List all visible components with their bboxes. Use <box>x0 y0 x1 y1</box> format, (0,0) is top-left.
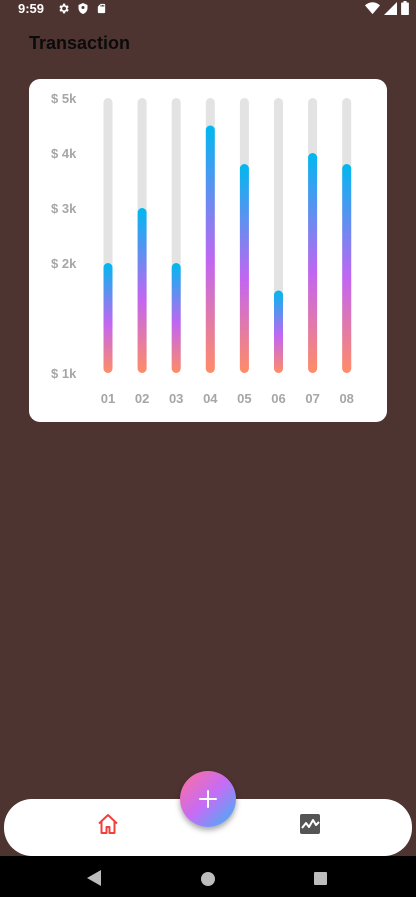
bar-02[interactable] <box>137 208 147 373</box>
chart-card: $ 1k $ 2k $ 3k $ 4k $ 5k 01 02 03 04 05 06 07 08 <box>29 79 387 422</box>
gear-icon <box>59 3 69 14</box>
bar-05[interactable] <box>239 164 249 373</box>
x-tick-label: 08 <box>339 391 353 406</box>
recents-icon[interactable] <box>314 872 327 885</box>
bar-08[interactable] <box>342 164 352 373</box>
x-tick-label: 04 <box>203 391 218 406</box>
stats-tab-button[interactable] <box>299 813 321 835</box>
x-tick-label: 07 <box>305 391 319 406</box>
home-icon <box>98 814 118 834</box>
y-tick-label: $ 3k <box>51 201 77 216</box>
plus-icon <box>199 790 217 808</box>
home-circle-icon[interactable] <box>201 872 215 886</box>
x-tick-label: 02 <box>135 391 149 406</box>
y-tick-label: $ 5k <box>51 91 77 106</box>
status-bar: 9:59 <box>0 0 416 18</box>
bar-04[interactable] <box>205 125 215 374</box>
sd-card-icon <box>97 3 106 14</box>
signal-icon <box>384 1 397 15</box>
bar-01[interactable] <box>103 263 113 373</box>
y-tick-label: $ 4k <box>51 146 77 161</box>
chart-icon <box>300 814 320 834</box>
x-tick-label: 05 <box>237 391 251 406</box>
add-transaction-button[interactable] <box>180 771 236 827</box>
status-time: 9:59 <box>18 1 45 16</box>
page-title: Transaction <box>29 33 131 53</box>
bar-chart: $ 1k $ 2k $ 3k $ 4k $ 5k 01 02 03 04 05 06 07 08 <box>51 91 354 406</box>
home-tab-button[interactable] <box>96 812 120 836</box>
back-icon[interactable] <box>87 870 101 886</box>
y-tick-label: $ 1k <box>51 366 77 381</box>
x-tick-label: 01 <box>101 391 115 406</box>
bar-06[interactable] <box>274 290 283 374</box>
wifi-icon <box>365 1 380 14</box>
y-tick-label: $ 2k <box>51 256 77 271</box>
battery-icon <box>401 1 409 15</box>
shield-icon <box>78 3 88 14</box>
x-tick-label: 06 <box>271 391 285 406</box>
bar-07[interactable] <box>308 153 318 373</box>
x-tick-label: 03 <box>169 391 183 406</box>
system-nav-bar <box>0 856 416 897</box>
bar-03[interactable] <box>171 263 181 373</box>
